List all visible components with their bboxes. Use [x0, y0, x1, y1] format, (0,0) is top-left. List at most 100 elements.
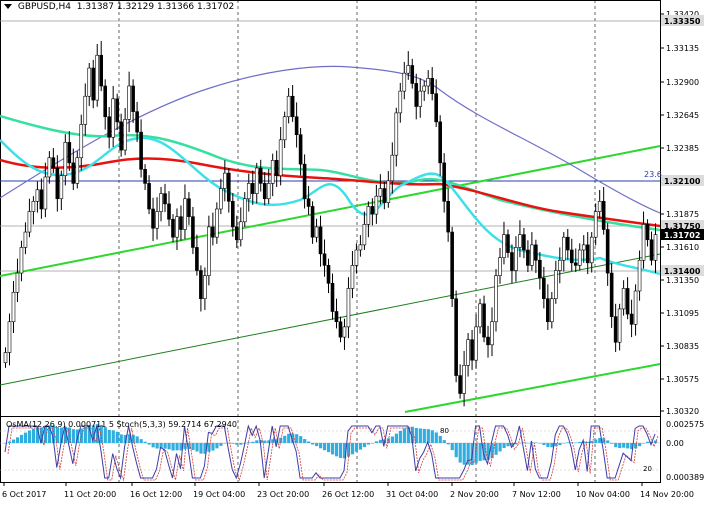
price-tick-label: 1.31095 — [666, 309, 699, 318]
symbol-label: GBPUSD,H4 — [17, 2, 72, 12]
osma-bar — [426, 429, 430, 443]
osma-bar — [446, 443, 450, 445]
candle-bull — [83, 95, 88, 125]
oscillator-tick-label: 0.00 — [666, 439, 684, 448]
long-ma-line — [0, 65, 661, 214]
price-tick-label: 1.31610 — [666, 243, 699, 252]
price-tick-label: 1.32645 — [666, 111, 699, 120]
price-tick-label: 1.30575 — [666, 375, 699, 384]
osma-bar — [626, 443, 630, 449]
candle-bear — [534, 244, 538, 261]
candle-bull — [402, 72, 407, 92]
time-tick-label: 16 Oct 12:00 — [130, 490, 182, 499]
osma-bar — [402, 428, 406, 443]
osma-bar — [354, 443, 359, 452]
candle-bear — [585, 244, 590, 264]
osma-bar — [610, 443, 614, 444]
red-ema-line — [0, 157, 661, 228]
candle-bull — [577, 249, 582, 266]
osma-bar — [518, 442, 522, 444]
osma-bar — [107, 429, 111, 443]
candle-bear — [450, 231, 454, 299]
osma-bar — [215, 443, 219, 449]
osma-bar — [338, 443, 343, 458]
osma-bar — [247, 442, 251, 443]
osma-bar — [239, 443, 243, 445]
osma-bar — [223, 443, 227, 444]
candle-bull — [550, 298, 554, 323]
candle-bear — [482, 303, 486, 338]
candle-bull — [418, 90, 423, 107]
candle-bear — [613, 316, 618, 343]
osma-bar — [606, 440, 610, 443]
osma-bar — [334, 443, 339, 457]
candle-bull — [398, 90, 403, 114]
osma-bar — [374, 441, 379, 443]
osma-bar — [642, 443, 646, 444]
osma-bar — [498, 443, 502, 452]
osma-bar — [450, 443, 454, 451]
candle-bull — [159, 193, 163, 212]
osma-bar — [47, 425, 52, 443]
candle-bear — [147, 183, 151, 210]
candle-bull — [242, 198, 247, 223]
osma-bar — [159, 443, 163, 449]
time-tick-label: 19 Oct 04:00 — [193, 490, 245, 499]
candle-bull — [15, 272, 20, 293]
osma-bar — [594, 439, 598, 443]
osma-bar — [602, 438, 606, 443]
osma-bar — [51, 425, 56, 443]
candle-bear — [258, 167, 263, 184]
candle-bull — [215, 208, 219, 238]
time-tick-label: 2 Nov 20:00 — [450, 490, 499, 499]
candle-bull — [422, 85, 427, 92]
stoch-main-line — [4, 424, 656, 480]
candle-bear — [486, 336, 490, 346]
candle-bull — [286, 95, 291, 118]
channel-bottom-line — [404, 363, 661, 413]
candle-bull — [581, 244, 586, 251]
candle-bull — [63, 142, 68, 176]
candles — [3, 40, 658, 407]
candle-bull — [43, 176, 48, 210]
price-tick-label: 1.30320 — [666, 407, 699, 416]
osma-bar — [255, 440, 259, 443]
osma-bar — [614, 443, 618, 448]
osma-bar — [75, 429, 79, 443]
osma-bar — [295, 434, 299, 443]
candle-bull — [223, 172, 227, 189]
osma-bar — [622, 443, 626, 448]
candle-bull — [554, 270, 558, 299]
candle-bear — [410, 65, 415, 84]
candle-bear — [135, 111, 139, 133]
candle-bull — [155, 211, 159, 229]
candle-bull — [123, 119, 127, 151]
osma-bar — [534, 442, 538, 444]
osma-bar — [346, 443, 351, 457]
candle-bull — [518, 234, 522, 248]
osma-bar — [370, 443, 375, 444]
price-axis: 1.33420 1.33135 1.32900 1.32645 1.32385 1.321… — [644, 10, 704, 416]
candle-bull — [637, 259, 642, 292]
candle-bull — [621, 288, 626, 310]
candle-bull — [35, 189, 40, 202]
osma-bar — [151, 443, 155, 448]
osma-bar — [19, 434, 24, 443]
candle-bull — [175, 216, 179, 238]
candle-bear — [414, 83, 419, 107]
osma-bar — [490, 443, 494, 459]
osma-bar — [315, 443, 319, 447]
osma-bar — [562, 443, 566, 444]
osma-bar — [287, 433, 291, 443]
candle-bear — [609, 272, 614, 317]
osma-bar — [342, 443, 347, 459]
price-tick-label: 1.31875 — [666, 210, 699, 219]
candle-bull — [31, 201, 36, 212]
price-level-badge — [661, 265, 704, 276]
candle-bear — [645, 224, 650, 241]
osma-bar — [275, 439, 279, 443]
candle-bear — [107, 116, 111, 138]
candle-bull — [653, 234, 658, 261]
